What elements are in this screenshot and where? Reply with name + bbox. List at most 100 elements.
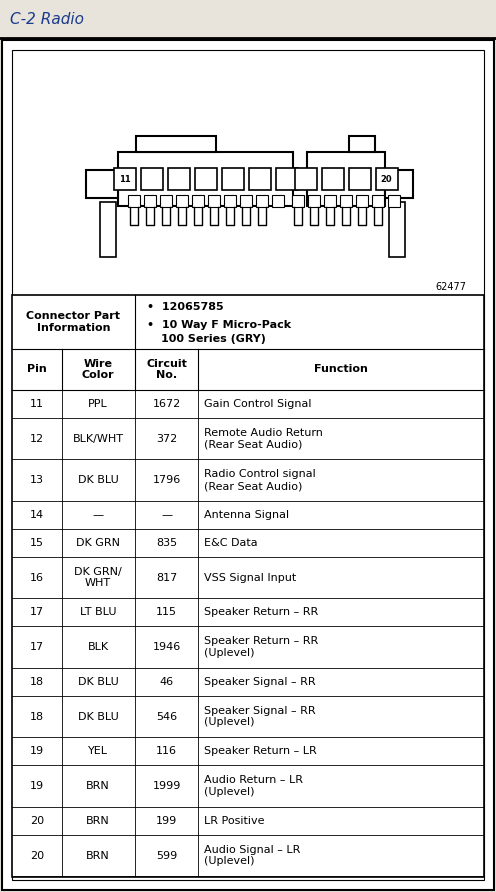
Text: 13: 13 — [30, 475, 44, 485]
Text: 19: 19 — [30, 747, 44, 756]
Text: 18: 18 — [30, 677, 44, 687]
Text: —: — — [93, 510, 104, 520]
Text: Function: Function — [314, 365, 368, 375]
Bar — [140, 168, 163, 190]
Text: DK BLU: DK BLU — [78, 677, 119, 687]
Text: 115: 115 — [156, 607, 177, 617]
Text: Wire
Color: Wire Color — [82, 359, 115, 380]
Text: 14: 14 — [30, 510, 44, 520]
Bar — [275, 168, 298, 190]
Text: 16: 16 — [30, 573, 44, 582]
Text: Audio Signal – LR
(Uplevel): Audio Signal – LR (Uplevel) — [204, 845, 301, 866]
Text: BRN: BRN — [86, 816, 110, 826]
Text: Speaker Return – LR: Speaker Return – LR — [204, 747, 317, 756]
Text: •  10 Way F Micro-Pack: • 10 Way F Micro-Pack — [147, 319, 291, 330]
Bar — [114, 168, 135, 190]
Text: Gain Control Signal: Gain Control Signal — [204, 399, 312, 409]
Text: 20: 20 — [381, 175, 392, 184]
Bar — [12, 295, 484, 877]
Bar — [191, 195, 203, 207]
Bar — [271, 195, 284, 207]
Bar — [0, 0, 496, 38]
Text: Remote Audio Return
(Rear Seat Audio): Remote Audio Return (Rear Seat Audio) — [204, 428, 323, 450]
Bar — [324, 195, 336, 207]
Bar — [248, 168, 270, 190]
Bar — [389, 202, 405, 257]
Text: —: — — [161, 510, 172, 520]
Bar — [307, 152, 385, 206]
Text: Speaker Return – RR: Speaker Return – RR — [204, 607, 319, 617]
Text: 62477: 62477 — [435, 282, 466, 292]
Text: C-2 Radio: C-2 Radio — [10, 12, 84, 27]
Text: 1672: 1672 — [152, 399, 181, 409]
Text: DK BLU: DK BLU — [78, 475, 119, 485]
Text: 546: 546 — [156, 712, 177, 722]
Text: Speaker Return – RR
(Uplevel): Speaker Return – RR (Uplevel) — [204, 636, 319, 658]
Text: DK GRN/
WHT: DK GRN/ WHT — [74, 567, 122, 589]
Text: Circuit
No.: Circuit No. — [146, 359, 187, 380]
Text: 817: 817 — [156, 573, 177, 582]
Bar — [295, 168, 316, 190]
Text: Speaker Signal – RR: Speaker Signal – RR — [204, 677, 316, 687]
Text: Pin: Pin — [27, 365, 47, 375]
Bar — [194, 168, 216, 190]
Bar — [118, 152, 293, 206]
Text: 1999: 1999 — [152, 781, 181, 791]
Text: 116: 116 — [156, 747, 177, 756]
Text: E&C Data: E&C Data — [204, 538, 258, 548]
Bar — [207, 195, 220, 207]
Text: 17: 17 — [30, 607, 44, 617]
Text: 11: 11 — [119, 175, 130, 184]
Bar — [349, 136, 375, 152]
Text: BRN: BRN — [86, 781, 110, 791]
Text: 20: 20 — [30, 851, 44, 861]
Bar — [349, 168, 371, 190]
Text: BRN: BRN — [86, 851, 110, 861]
Bar — [385, 170, 413, 198]
Bar — [176, 195, 187, 207]
Text: 17: 17 — [30, 642, 44, 652]
Text: 100 Series (GRY): 100 Series (GRY) — [161, 334, 265, 344]
Text: 46: 46 — [160, 677, 174, 687]
Text: DK GRN: DK GRN — [76, 538, 120, 548]
Text: Connector Part
Information: Connector Part Information — [26, 311, 121, 333]
Text: 599: 599 — [156, 851, 177, 861]
Text: VSS Signal Input: VSS Signal Input — [204, 573, 297, 582]
Bar — [222, 168, 244, 190]
Text: BLK: BLK — [88, 642, 109, 652]
Bar — [308, 195, 320, 207]
Bar — [86, 170, 118, 198]
Bar — [224, 195, 236, 207]
Text: 11: 11 — [30, 399, 44, 409]
Bar — [372, 195, 384, 207]
Bar — [127, 195, 139, 207]
Bar — [143, 195, 156, 207]
Bar — [356, 195, 368, 207]
Text: 372: 372 — [156, 434, 177, 443]
Text: 12: 12 — [30, 434, 44, 443]
Text: 1946: 1946 — [152, 642, 181, 652]
Text: 18: 18 — [30, 712, 44, 722]
Text: BLK/WHT: BLK/WHT — [72, 434, 124, 443]
Bar — [375, 168, 397, 190]
Bar — [292, 195, 304, 207]
Bar — [240, 195, 251, 207]
Text: 19: 19 — [30, 781, 44, 791]
Text: Audio Return – LR
(Uplevel): Audio Return – LR (Uplevel) — [204, 775, 304, 797]
Text: 199: 199 — [156, 816, 177, 826]
Text: 835: 835 — [156, 538, 177, 548]
Text: Speaker Signal – RR
(Uplevel): Speaker Signal – RR (Uplevel) — [204, 706, 316, 728]
Text: PPL: PPL — [88, 399, 108, 409]
Bar — [388, 195, 400, 207]
Bar — [340, 195, 352, 207]
Bar — [255, 195, 267, 207]
Bar — [100, 202, 116, 257]
Text: 15: 15 — [30, 538, 44, 548]
Bar — [168, 168, 189, 190]
Text: Antenna Signal: Antenna Signal — [204, 510, 290, 520]
Text: 20: 20 — [30, 816, 44, 826]
Bar — [160, 195, 172, 207]
Bar — [136, 136, 216, 152]
Text: DK BLU: DK BLU — [78, 712, 119, 722]
Text: LR Positive: LR Positive — [204, 816, 265, 826]
